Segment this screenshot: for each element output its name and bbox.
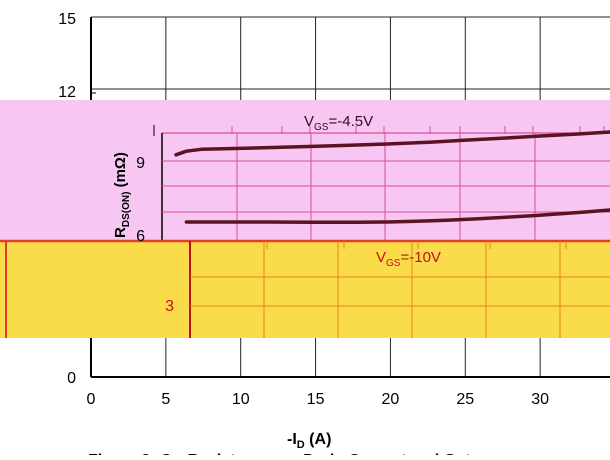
x-tick-label: 15: [307, 391, 325, 408]
y-tick-label: 3: [165, 298, 174, 315]
yellow-band: [0, 241, 610, 338]
y-tick-label: 9: [136, 155, 145, 172]
y-tick-label: 0: [67, 370, 76, 387]
y-axis-label: RDS(ON) (mΩ): [112, 152, 132, 238]
y-tick-label: 12: [58, 84, 76, 101]
annotation-vgs-4.5: VGS=-4.5V: [304, 113, 373, 133]
x-tick-label: 0: [87, 391, 96, 408]
y-tick-label: 6: [136, 228, 145, 245]
x-tick-label: 5: [161, 391, 170, 408]
x-axis-label: -ID (A): [287, 431, 331, 451]
x-tick-label: 30: [531, 391, 549, 408]
series-line-2: [184, 208, 610, 224]
annotation-vgs-10: VGS=-10V: [376, 249, 441, 269]
x-tick-label: 20: [382, 391, 400, 408]
x-tick-label: 25: [456, 391, 474, 408]
x-tick-label: 10: [232, 391, 250, 408]
y-tick-label: 15: [58, 11, 76, 28]
series-line-1: [174, 130, 610, 157]
